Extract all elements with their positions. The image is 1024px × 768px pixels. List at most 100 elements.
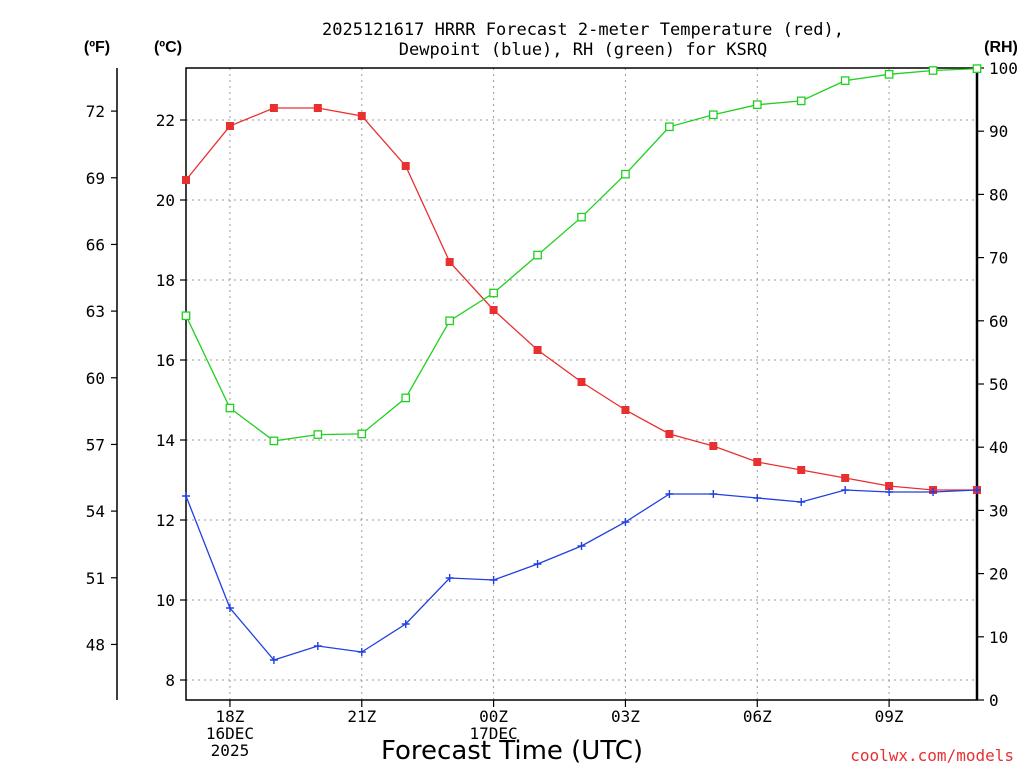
dewpoint-point	[533, 560, 542, 568]
dewpoint-point	[445, 574, 454, 582]
fahrenheit-tick-label: 60	[86, 369, 105, 388]
x-tick-label: 17DEC	[470, 724, 518, 743]
2-meter-temperature-point	[401, 162, 410, 170]
dewpoint-point	[489, 576, 498, 584]
fahrenheit-tick-label: 72	[86, 102, 105, 121]
x-tick-label: 09Z	[875, 707, 904, 726]
celsius-tick-label: 16	[156, 351, 175, 370]
rh-point	[269, 436, 279, 446]
2-meter-temperature-point	[621, 406, 630, 414]
dewpoint-point	[665, 490, 674, 498]
fahrenheit-tick-label: 66	[86, 235, 105, 254]
dewpoint-point	[269, 656, 278, 664]
celsius-tick-label: 22	[156, 111, 175, 130]
2-meter-temperature-point	[445, 258, 454, 266]
2-meter-temperature-point	[841, 474, 850, 482]
rh-tick-label: 60	[989, 312, 1008, 331]
rh-point	[796, 96, 806, 106]
rh-point	[708, 110, 718, 120]
rh-tick-label: 40	[989, 438, 1008, 457]
celsius-tick-label: 14	[156, 431, 175, 450]
dewpoint-point	[357, 648, 366, 656]
rh-point	[928, 66, 938, 75]
rh-point	[621, 169, 630, 179]
celsius-tick-label: 20	[156, 191, 175, 210]
dewpoint-point	[841, 486, 850, 494]
fahrenheit-unit-label: (ºF)	[84, 39, 110, 56]
rh-point	[181, 311, 191, 321]
x-tick-label: 00Z	[479, 707, 508, 726]
dewpoint-point	[577, 542, 586, 550]
rh-tick-label: 0	[989, 691, 999, 710]
2-meter-temperature-point	[225, 122, 234, 130]
celsius-tick-label: 18	[156, 271, 175, 290]
rh-tick-label: 70	[989, 249, 1008, 268]
x-tick-label: 21Z	[347, 707, 376, 726]
x-axis-label: Forecast Time (UTC)	[381, 736, 643, 766]
celsius-tick-label: 12	[156, 511, 175, 530]
2-meter-temperature-point	[269, 104, 278, 112]
x-tick-label: 16DEC	[206, 724, 254, 743]
rh-point	[752, 100, 762, 110]
rh-tick-label: 20	[989, 565, 1008, 584]
celsius-tick-label: 8	[165, 671, 175, 690]
dewpoint-point	[753, 494, 762, 502]
x-tick-label: 03Z	[611, 707, 640, 726]
rh-tick-label: 80	[989, 185, 1008, 204]
watermark-text: coolwx.com/models	[850, 746, 1014, 765]
2-meter-temperature-point	[885, 482, 894, 490]
chart-title-line-2: Dewpoint (blue), RH (green) for KSRQ	[399, 40, 767, 60]
fahrenheit-tick-label: 48	[86, 635, 105, 654]
2-meter-temperature-point	[357, 112, 366, 120]
fahrenheit-tick-label: 63	[86, 302, 105, 321]
dewpoint-point	[313, 642, 322, 650]
rh-unit-label: (RH)	[984, 39, 1018, 56]
dewpoint-point	[225, 604, 234, 612]
celsius-unit-label: (ºC)	[154, 39, 182, 56]
fahrenheit-tick-label: 51	[86, 569, 105, 588]
rh-point	[884, 69, 894, 79]
2-meter-temperature-point	[489, 306, 498, 314]
x-tick-label: 2025	[211, 741, 250, 760]
2-meter-temperature-point	[533, 346, 542, 354]
2-meter-temperature-point	[182, 176, 190, 184]
2-meter-temperature-point	[665, 430, 674, 438]
rh-tick-label: 30	[989, 501, 1008, 520]
dewpoint-point	[182, 492, 190, 500]
celsius-tick-label: 10	[156, 591, 175, 610]
rh-point	[577, 212, 586, 222]
fahrenheit-tick-label: 54	[86, 502, 105, 521]
axes: 8 10 12 14 16 18 20 22 48 51 54 57 60 63 66 69 72 0 10 20 30…	[86, 59, 1018, 760]
rh-tick-label: 50	[989, 375, 1008, 394]
2-meter-temperature-line	[185, 107, 977, 491]
rh-point	[225, 403, 235, 413]
rh-point	[533, 250, 542, 260]
dewpoint-point	[621, 518, 630, 526]
rh-point	[357, 429, 367, 439]
fahrenheit-tick-label: 57	[86, 435, 105, 454]
2-meter-temperature-point	[797, 466, 806, 474]
2-meter-temperature-point	[577, 378, 586, 386]
dewpoint-line	[185, 489, 978, 661]
dewpoint-point	[709, 490, 718, 498]
rh-point	[313, 430, 323, 439]
x-tick-label: 18Z	[215, 707, 244, 726]
dewpoint-point	[973, 486, 981, 494]
chart-title-line-1: 2025121617 HRRR Forecast 2-meter Tempera…	[322, 20, 844, 40]
rh-tick-label: 10	[989, 628, 1008, 647]
rh-point	[665, 122, 674, 132]
dewpoint-point	[929, 488, 938, 496]
rh-point	[489, 288, 498, 298]
dewpoint-point	[401, 620, 410, 628]
fahrenheit-tick-label: 69	[86, 169, 105, 188]
rh-tick-label: 90	[989, 122, 1008, 141]
data-series	[181, 64, 982, 664]
rh-point	[840, 76, 850, 85]
rh-point	[972, 64, 982, 73]
rh-point	[445, 316, 455, 326]
2-meter-temperature-point	[753, 458, 762, 466]
rh-point	[401, 393, 411, 403]
2-meter-temperature-point	[313, 104, 322, 112]
2-meter-temperature-point	[709, 442, 718, 450]
